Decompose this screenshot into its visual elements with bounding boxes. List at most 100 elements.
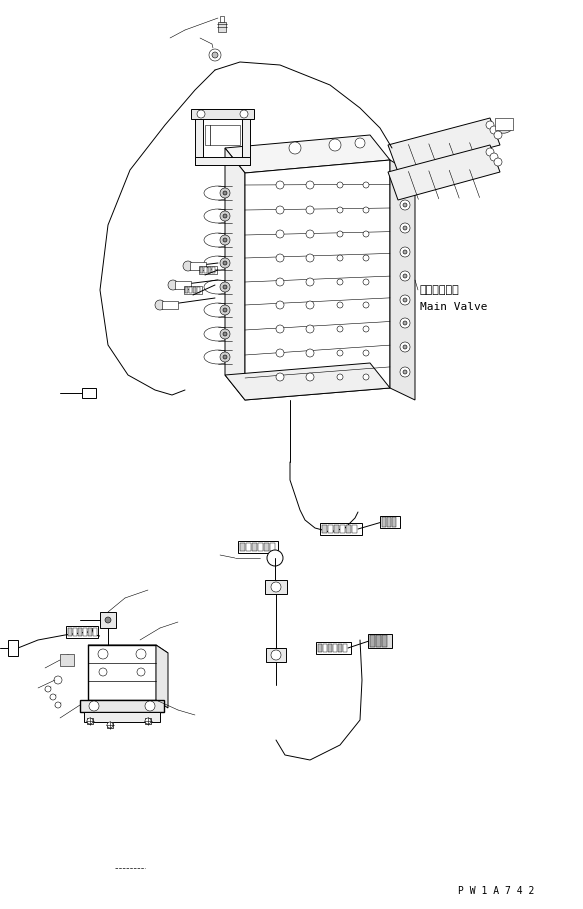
Bar (368, 634, 392, 648)
Circle shape (271, 582, 281, 592)
Bar (205, 125, 240, 145)
Circle shape (400, 247, 410, 257)
Circle shape (494, 158, 502, 166)
Bar (204, 267, 207, 273)
Bar (189, 287, 192, 293)
Bar (240, 543, 245, 551)
Polygon shape (88, 645, 168, 653)
Bar (246, 543, 251, 551)
Circle shape (276, 254, 284, 262)
Circle shape (223, 285, 227, 289)
Bar (322, 525, 327, 533)
Circle shape (363, 326, 369, 332)
Circle shape (306, 181, 314, 189)
Circle shape (403, 178, 407, 182)
Ellipse shape (218, 303, 246, 317)
Circle shape (400, 295, 410, 305)
Circle shape (403, 298, 407, 302)
Polygon shape (390, 160, 415, 400)
Ellipse shape (204, 256, 232, 270)
Circle shape (99, 668, 107, 676)
Circle shape (337, 279, 343, 285)
Circle shape (87, 718, 93, 724)
Circle shape (155, 300, 165, 310)
Bar (238, 541, 278, 553)
Circle shape (337, 255, 343, 261)
Polygon shape (88, 645, 156, 700)
Circle shape (145, 701, 155, 711)
Circle shape (136, 649, 146, 659)
Circle shape (220, 258, 230, 268)
Ellipse shape (204, 350, 232, 364)
Ellipse shape (497, 123, 513, 134)
Bar (83, 628, 87, 636)
Text: Main Valve: Main Valve (420, 302, 487, 312)
Bar (352, 525, 357, 533)
Ellipse shape (204, 233, 232, 247)
Bar (184, 286, 202, 294)
Circle shape (276, 301, 284, 309)
Polygon shape (245, 160, 390, 400)
Circle shape (363, 350, 369, 356)
Ellipse shape (218, 327, 246, 341)
Bar (318, 644, 322, 652)
Bar (328, 644, 332, 652)
Bar (382, 517, 386, 527)
Bar (107, 722, 113, 728)
Circle shape (403, 370, 407, 374)
Ellipse shape (218, 186, 246, 200)
Polygon shape (388, 145, 500, 200)
Circle shape (403, 274, 407, 278)
Bar (270, 543, 275, 551)
Circle shape (400, 318, 410, 328)
Circle shape (337, 302, 343, 308)
Circle shape (276, 206, 284, 214)
Polygon shape (225, 363, 390, 400)
Circle shape (306, 373, 314, 381)
Circle shape (276, 278, 284, 286)
Circle shape (400, 342, 410, 352)
Circle shape (276, 373, 284, 381)
Bar (8, 640, 18, 656)
Circle shape (306, 254, 314, 262)
Bar (185, 287, 188, 293)
Ellipse shape (218, 233, 246, 247)
Circle shape (306, 301, 314, 309)
Ellipse shape (218, 280, 246, 294)
Bar (376, 635, 381, 647)
Circle shape (363, 231, 369, 237)
Bar (382, 635, 387, 647)
Circle shape (337, 207, 343, 213)
Bar (193, 287, 196, 293)
Circle shape (329, 139, 341, 151)
Polygon shape (242, 115, 250, 165)
Circle shape (337, 350, 343, 356)
Circle shape (490, 126, 498, 134)
Polygon shape (195, 115, 203, 165)
Bar (266, 648, 286, 662)
Bar (175, 281, 191, 289)
Circle shape (306, 349, 314, 357)
Circle shape (403, 250, 407, 254)
Circle shape (306, 206, 314, 214)
Bar (145, 718, 151, 724)
Circle shape (363, 302, 369, 308)
Bar (343, 644, 347, 652)
Bar (320, 523, 362, 535)
Circle shape (212, 52, 218, 58)
Bar (93, 628, 97, 636)
Circle shape (363, 279, 369, 285)
Bar (316, 642, 351, 654)
Circle shape (220, 235, 230, 245)
Bar (387, 517, 391, 527)
Ellipse shape (218, 209, 246, 223)
Circle shape (220, 305, 230, 315)
Circle shape (403, 203, 407, 207)
Bar (87, 718, 93, 724)
Circle shape (45, 686, 51, 692)
Ellipse shape (218, 350, 246, 364)
Bar (200, 267, 203, 273)
Circle shape (403, 321, 407, 325)
Circle shape (267, 550, 283, 566)
Circle shape (220, 211, 230, 221)
